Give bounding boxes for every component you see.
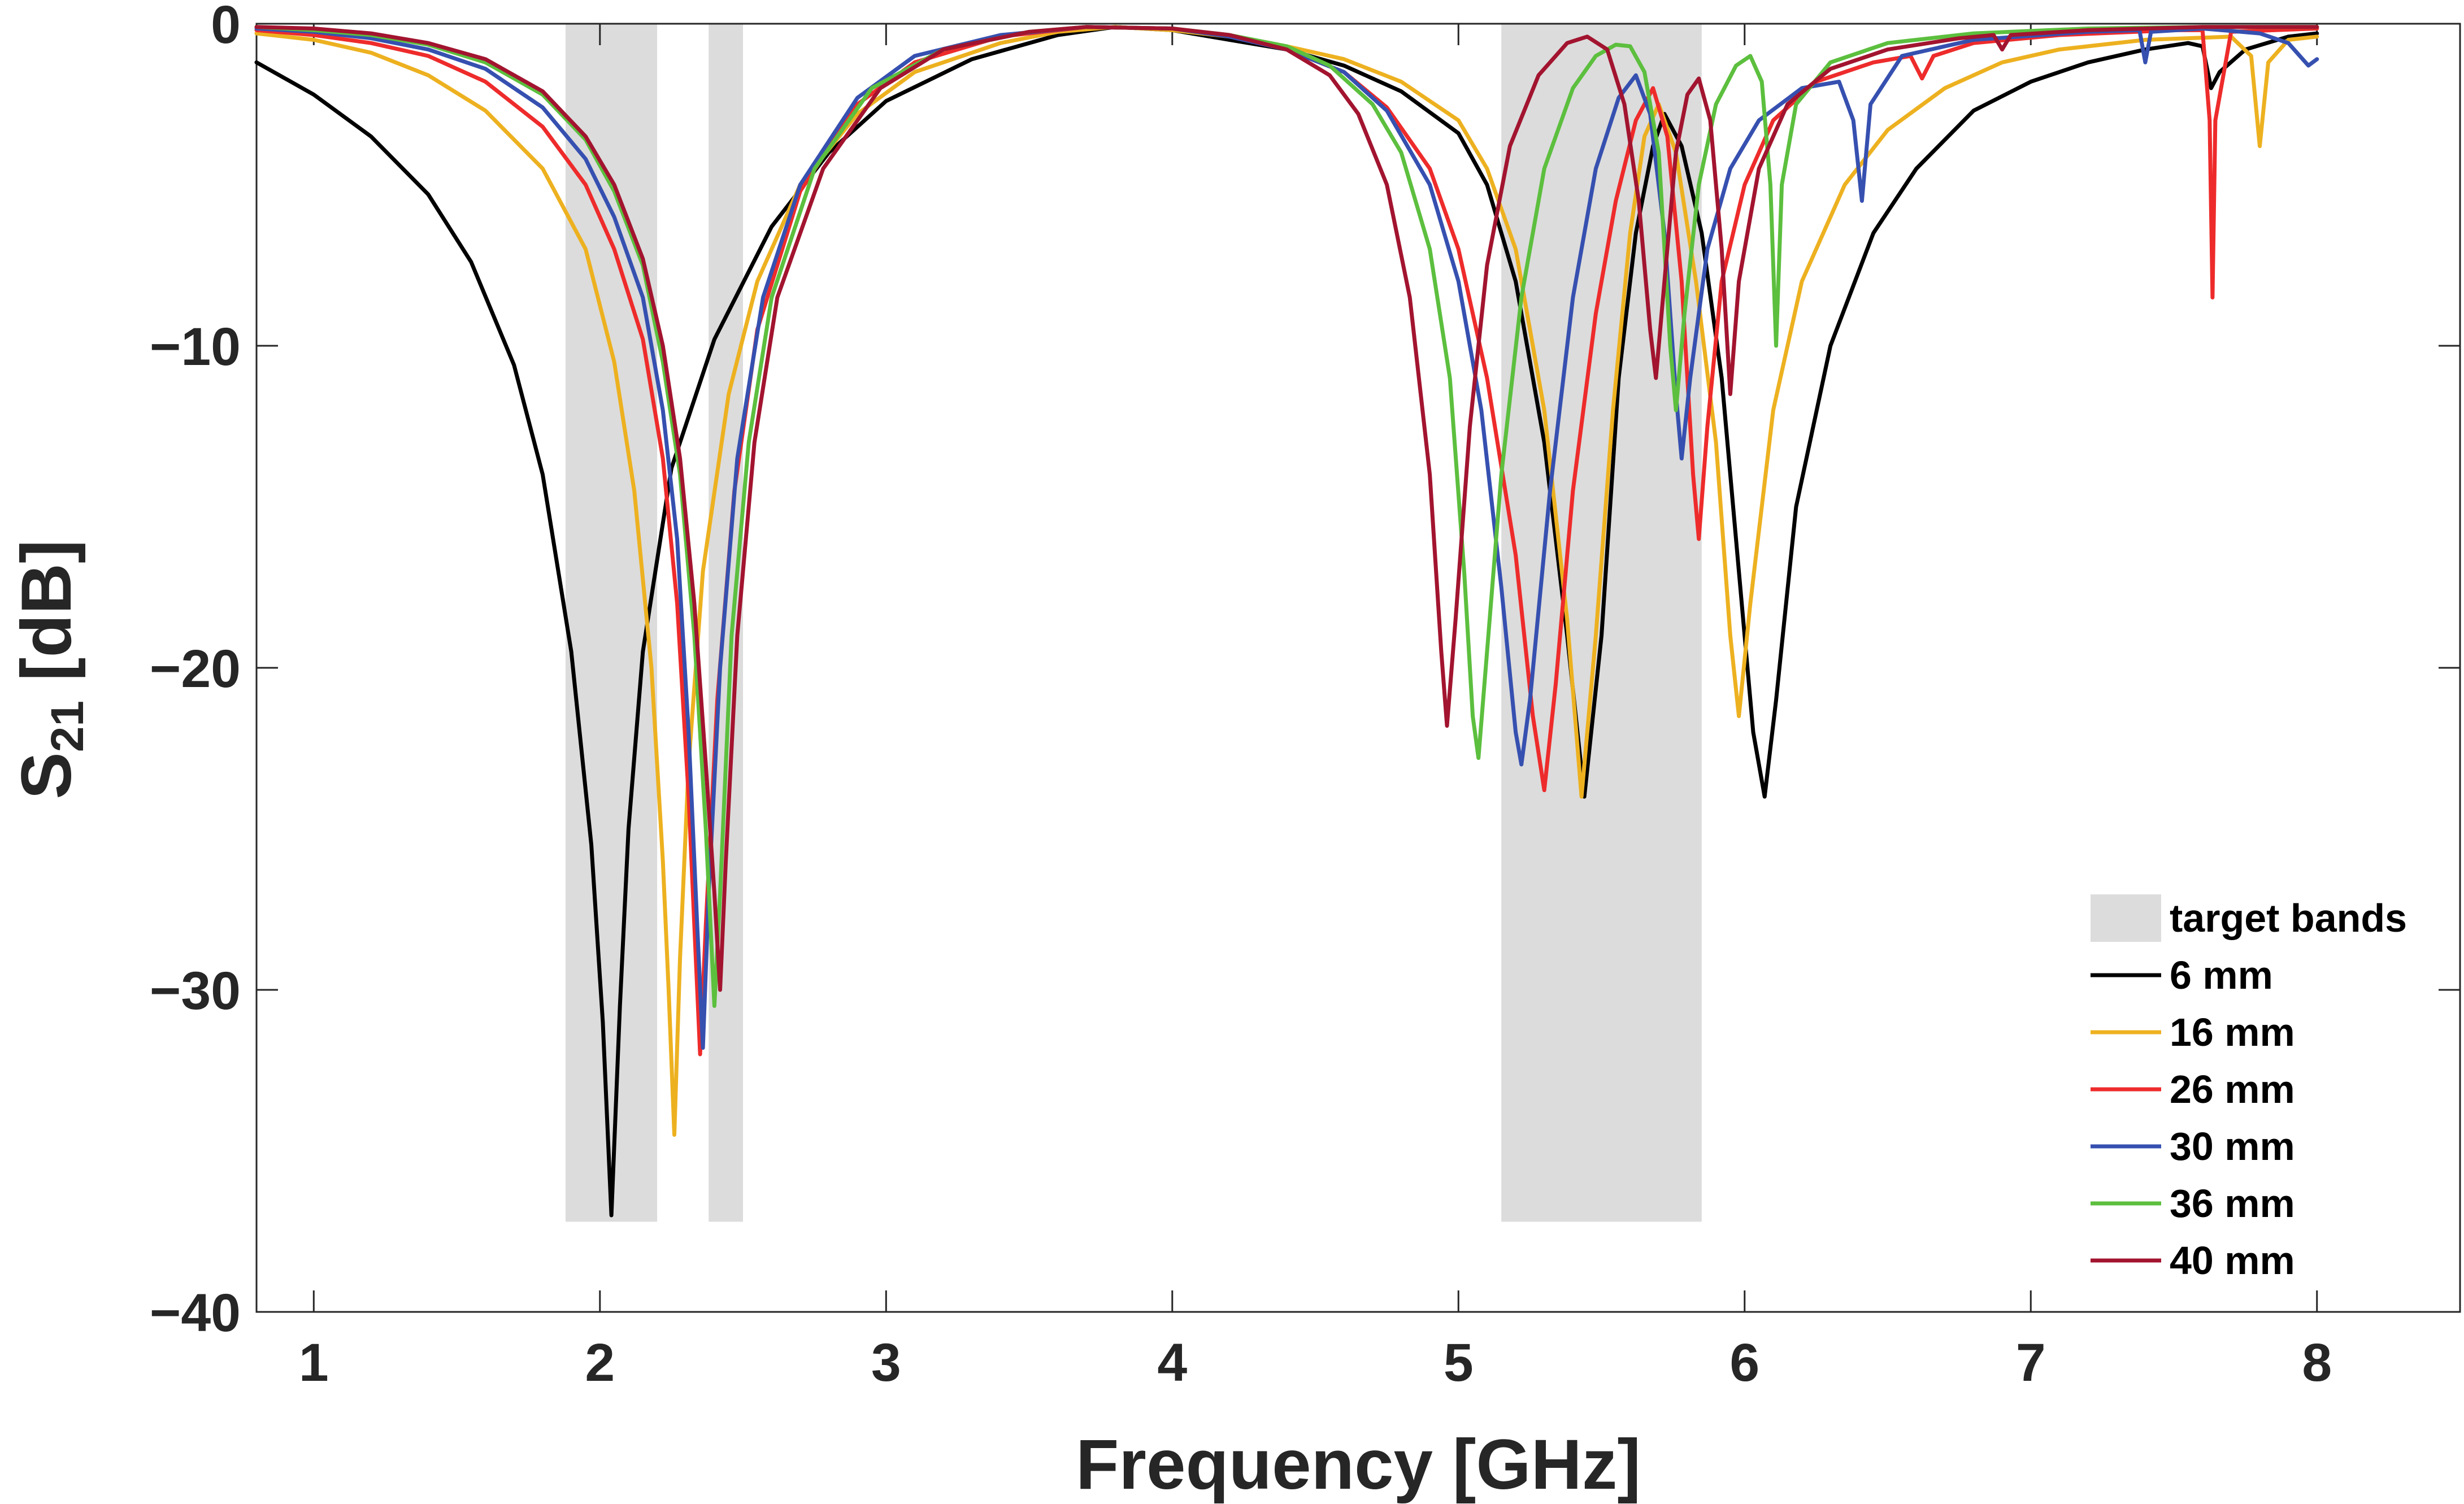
legend-label-40-mm: 40 mm xyxy=(2170,1238,2295,1283)
x-tick-label-8: 8 xyxy=(2302,1333,2332,1393)
y-tick-label-1: −10 xyxy=(150,317,241,377)
series-layer xyxy=(254,25,2319,1218)
y-axis-title: S21 [dB] xyxy=(7,540,93,799)
y-tick-label-4: −40 xyxy=(150,1283,241,1343)
y-tick-label-3: −30 xyxy=(150,961,241,1021)
x-tick-label-5: 5 xyxy=(1444,1333,1474,1393)
series-line-6-mm xyxy=(254,25,2319,1218)
series-line-40-mm xyxy=(254,25,2319,992)
legend-label-16-mm: 16 mm xyxy=(2170,1010,2295,1054)
legend-label-30-mm: 30 mm xyxy=(2170,1124,2295,1168)
target-bands-layer xyxy=(566,24,1702,1222)
y-tick-label-2: −20 xyxy=(150,639,241,699)
legend-label-36-mm: 36 mm xyxy=(2170,1181,2295,1225)
series-line-16-mm xyxy=(254,25,2319,1137)
y-tick-labels: 0 −10 −20 −30 −40 xyxy=(150,0,241,1343)
x-tick-label-6: 6 xyxy=(1729,1333,1759,1393)
x-tick-labels: 1 2 3 4 5 6 7 8 xyxy=(299,1333,2332,1393)
y-tick-label-0: 0 xyxy=(211,0,241,55)
x-tick-label-4: 4 xyxy=(1157,1333,1187,1393)
legend-label-6-mm: 6 mm xyxy=(2170,953,2273,997)
legend-label-26-mm: 26 mm xyxy=(2170,1067,2295,1111)
target-band-1 xyxy=(566,24,658,1222)
y-axis-title-unit: [dB] xyxy=(7,540,86,701)
x-tick-label-1: 1 xyxy=(299,1333,329,1393)
series-line-30-mm xyxy=(254,25,2319,1050)
x-tick-label-2: 2 xyxy=(585,1333,615,1393)
legend-swatch-target-bands xyxy=(2091,894,2161,942)
x-tick-label-3: 3 xyxy=(871,1333,901,1393)
legend-label-target-bands: target bands xyxy=(2170,896,2407,940)
y-axis-title-subscript: 21 xyxy=(42,701,93,752)
legend: target bands 6 mm 16 mm 26 mm 30 mm 36 mm 40 m… xyxy=(2091,894,2407,1283)
x-axis-title: Frequency [GHz] xyxy=(1076,1425,1641,1504)
x-tick-label-7: 7 xyxy=(2016,1333,2046,1393)
y-axis-title-main: S xyxy=(7,752,86,799)
